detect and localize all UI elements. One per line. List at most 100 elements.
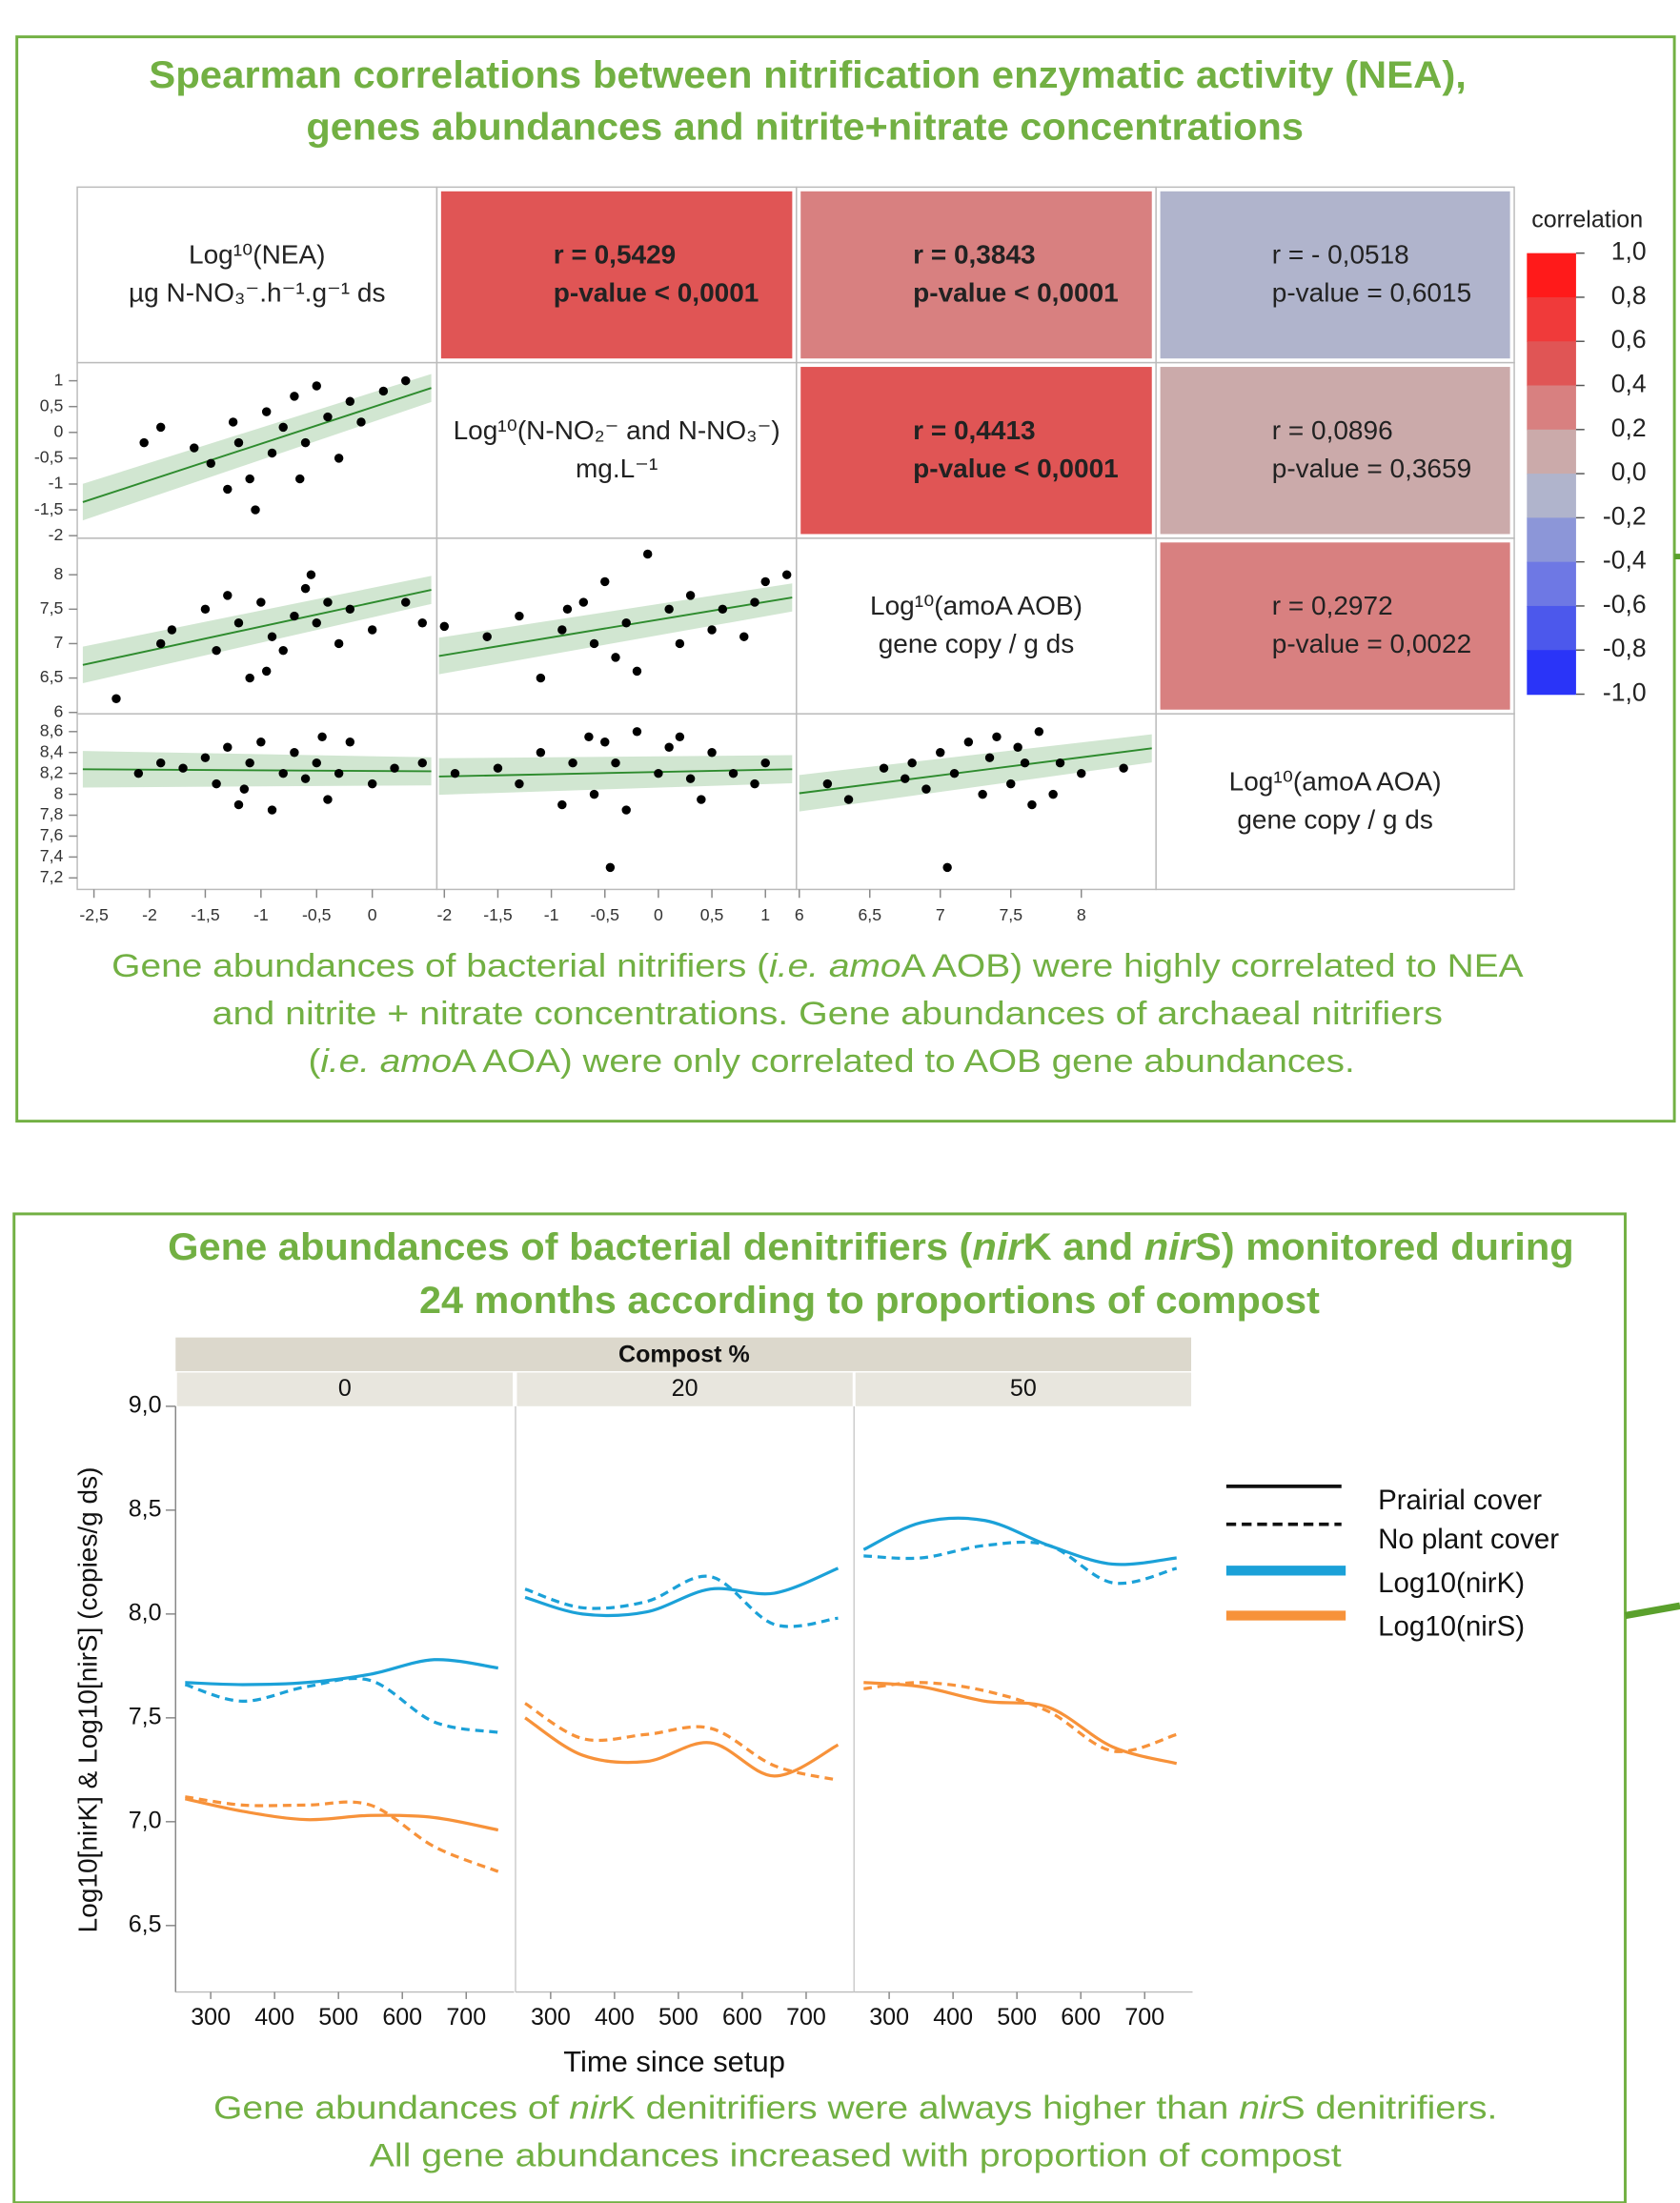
caption-part: K denitrifiers were always higher than <box>611 2090 1240 2126</box>
scatter-point <box>1077 768 1086 778</box>
scatter-point <box>200 753 211 762</box>
scatter-point <box>278 645 288 656</box>
scatter-point <box>1055 758 1065 768</box>
chart-title-part: S) monitored during <box>1195 1225 1574 1267</box>
colorbar-band <box>1527 429 1576 475</box>
y-tick-label: 0,5 <box>40 395 64 414</box>
y-tick-label: -2 <box>49 525 64 544</box>
scatter-point <box>323 597 333 607</box>
colorbar-band <box>1527 605 1576 651</box>
scatter-point <box>611 758 620 768</box>
scatter-point <box>632 727 642 737</box>
scatter-point <box>334 454 344 463</box>
plot-area <box>515 1405 855 1992</box>
y-tick-label: 6,5 <box>40 667 64 686</box>
scatter-point <box>290 611 299 621</box>
scatter-point <box>642 549 653 559</box>
scatter-point <box>245 673 254 683</box>
series-line <box>863 1540 1178 1586</box>
series-line <box>524 1566 840 1618</box>
colorbar-band <box>1527 253 1576 298</box>
scatter-point <box>589 638 599 649</box>
chart-title: genes abundances and nitrite+nitrate con… <box>306 106 1304 148</box>
y-tick-label: 8,4 <box>40 741 64 760</box>
scatter-point <box>1034 727 1044 737</box>
colorbar-band <box>1527 561 1576 607</box>
scatter-point <box>345 738 355 747</box>
scatter-point <box>206 458 215 469</box>
scatter-point <box>345 396 355 406</box>
correlation-cell <box>800 367 1152 535</box>
scatter-point <box>317 732 327 742</box>
scatter-point <box>963 738 974 747</box>
variable-label: mg.L⁻¹ <box>576 454 658 483</box>
series-line <box>524 1716 840 1778</box>
scatter-point <box>654 768 663 778</box>
scatter-point <box>139 437 149 448</box>
y-tick-label: 7,0 <box>129 1807 162 1833</box>
scatter-point <box>228 417 238 427</box>
scatter-point <box>632 666 642 677</box>
scatter-point <box>879 763 889 773</box>
scatter-point <box>178 763 188 773</box>
variable-label: gene copy / g ds <box>879 629 1074 658</box>
scatter-point <box>760 576 770 587</box>
scatter-point <box>536 673 546 683</box>
x-tick-label: 0,5 <box>700 905 724 924</box>
legend-label: Prairial cover <box>1378 1485 1542 1516</box>
colorbar-band <box>1527 474 1576 519</box>
facet-strip <box>516 1372 853 1406</box>
scatter-point <box>1013 742 1022 752</box>
scatter-point <box>557 799 567 810</box>
scatter-point <box>621 805 631 815</box>
scatter-point <box>367 625 377 635</box>
scatter-point <box>1020 758 1030 768</box>
scatter-point <box>233 437 244 448</box>
facet-header <box>175 1337 1192 1372</box>
colorbar-band <box>1527 385 1576 431</box>
scatter-point <box>390 763 399 773</box>
caption-part: S denitrifiers. <box>1281 2090 1498 2126</box>
colorbar-band <box>1527 650 1576 696</box>
scatter-point <box>261 407 272 416</box>
matrix-cell <box>796 537 1157 715</box>
y-tick-label: 7 <box>53 633 63 652</box>
scatter-point <box>223 484 233 495</box>
caption-part: A AOB) were highly correlated to NEA <box>901 948 1525 984</box>
series-line <box>863 1681 1178 1766</box>
scatter-point <box>306 570 316 579</box>
x-tick-label: 7,5 <box>999 905 1022 924</box>
scatter-point <box>200 604 211 615</box>
scatter-point <box>233 799 244 810</box>
scatter-point <box>750 597 759 607</box>
variable-label: Log¹⁰(NEA) <box>189 240 325 270</box>
x-tick-label: 300 <box>191 2004 231 2031</box>
scatter-point <box>600 576 610 587</box>
scatter-point <box>401 597 411 607</box>
scatter-point <box>356 417 366 427</box>
y-tick-label: 1 <box>53 370 63 389</box>
scatter-point <box>401 375 411 386</box>
colorbar-band <box>1527 296 1576 342</box>
scatter-point <box>984 753 995 762</box>
scatter-point <box>978 789 987 799</box>
colorbar-tick-label: -0,4 <box>1603 546 1647 575</box>
scatter-point <box>664 742 674 752</box>
x-tick-label: 400 <box>933 2004 973 2031</box>
caption-part: Gene abundances of <box>213 2090 569 2126</box>
scatter-point <box>300 437 311 448</box>
scatter-point <box>245 758 254 768</box>
x-tick-label: -1 <box>253 905 269 924</box>
caption-part: ( <box>309 1043 322 1080</box>
scatter-point <box>312 758 321 768</box>
y-tick-label: -0,5 <box>34 448 64 467</box>
y-tick-label: -1 <box>49 474 64 493</box>
facet-title: Compost % <box>618 1341 750 1367</box>
x-tick-label: 700 <box>446 2004 486 2031</box>
scatter-point <box>323 412 333 422</box>
colorbar-tick-label: 0,6 <box>1611 325 1647 354</box>
x-tick-label: 600 <box>382 2004 422 2031</box>
series-line <box>184 1676 499 1734</box>
y-tick-label: 8,2 <box>40 762 64 781</box>
x-tick-label: -0,5 <box>591 905 620 924</box>
